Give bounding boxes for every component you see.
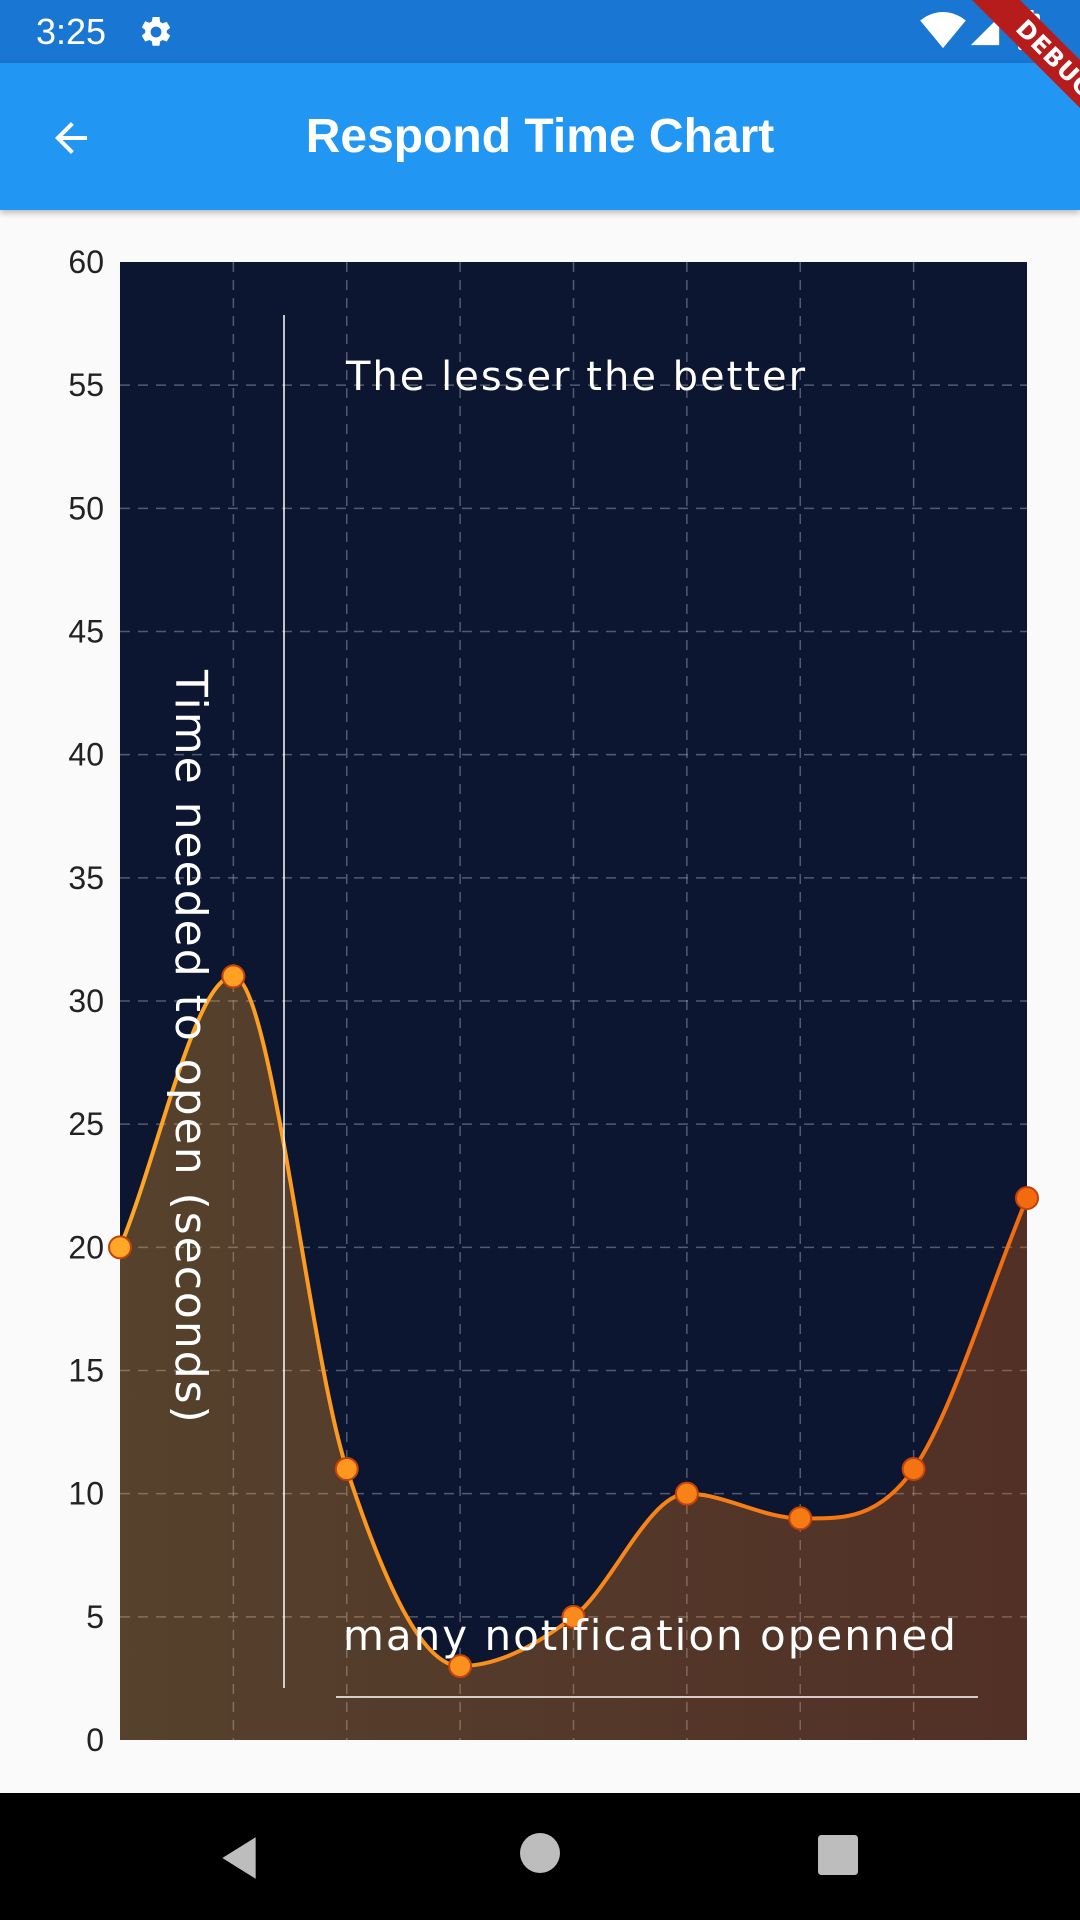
page-title: Respond Time Chart bbox=[305, 110, 775, 163]
y-tick-label: 30 bbox=[68, 983, 104, 1019]
data-point bbox=[788, 1506, 813, 1531]
data-point bbox=[108, 1235, 132, 1260]
data-point bbox=[448, 1654, 473, 1679]
y-axis-label: Time needed to open (seconds) bbox=[165, 669, 216, 1425]
data-point bbox=[1015, 1186, 1039, 1211]
data-point bbox=[561, 1604, 586, 1629]
arrow-back-icon bbox=[55, 122, 87, 154]
back-button[interactable] bbox=[36, 103, 106, 173]
y-tick-label: 15 bbox=[68, 1353, 104, 1389]
response-time-line-chart: 0 5 10 15 20 25 30 35 40 45 50 55 60 Time needed to … bbox=[68, 244, 1039, 1758]
chart-bottom-title: many notification openned bbox=[343, 1611, 958, 1660]
data-point bbox=[221, 964, 246, 989]
data-point bbox=[901, 1457, 926, 1482]
series-line bbox=[118, 974, 1029, 1669]
status-time: 3:25 bbox=[36, 11, 107, 52]
y-tick-label: 20 bbox=[68, 1229, 104, 1265]
nav-back-icon[interactable] bbox=[214, 1833, 264, 1883]
gear-icon bbox=[141, 16, 171, 46]
y-tick-label: 45 bbox=[68, 614, 104, 650]
battery-icon bbox=[1018, 10, 1040, 50]
y-tick-label: 5 bbox=[86, 1599, 104, 1635]
y-tick-label: 0 bbox=[86, 1722, 104, 1758]
nav-home-icon[interactable] bbox=[520, 1833, 560, 1873]
y-tick-label: 25 bbox=[68, 1106, 104, 1142]
y-tick-label: 50 bbox=[68, 490, 104, 526]
series-points bbox=[108, 964, 1039, 1679]
y-axis-ticks: 0 5 10 15 20 25 30 35 40 45 50 55 60 bbox=[68, 244, 104, 1758]
chart-top-title: The lesser the better bbox=[345, 354, 807, 400]
series-area bbox=[120, 976, 1027, 1740]
y-tick-label: 40 bbox=[68, 737, 104, 773]
navigation-bar bbox=[0, 1793, 1080, 1920]
chart-area: 0 5 10 15 20 25 30 35 40 45 50 55 60 Time needed to … bbox=[0, 210, 1080, 1793]
signal-icon bbox=[970, 16, 1000, 46]
nav-recents-icon[interactable] bbox=[818, 1835, 858, 1875]
y-tick-label: 55 bbox=[68, 367, 104, 403]
data-point bbox=[674, 1481, 699, 1506]
y-tick-label: 60 bbox=[68, 244, 104, 280]
data-point bbox=[334, 1457, 359, 1482]
wifi-icon bbox=[920, 12, 966, 49]
app-bar: Respond Time Chart bbox=[0, 63, 1080, 210]
status-bar: 3:25 bbox=[0, 0, 1080, 63]
y-tick-label: 10 bbox=[68, 1476, 104, 1512]
y-tick-label: 35 bbox=[68, 860, 104, 896]
